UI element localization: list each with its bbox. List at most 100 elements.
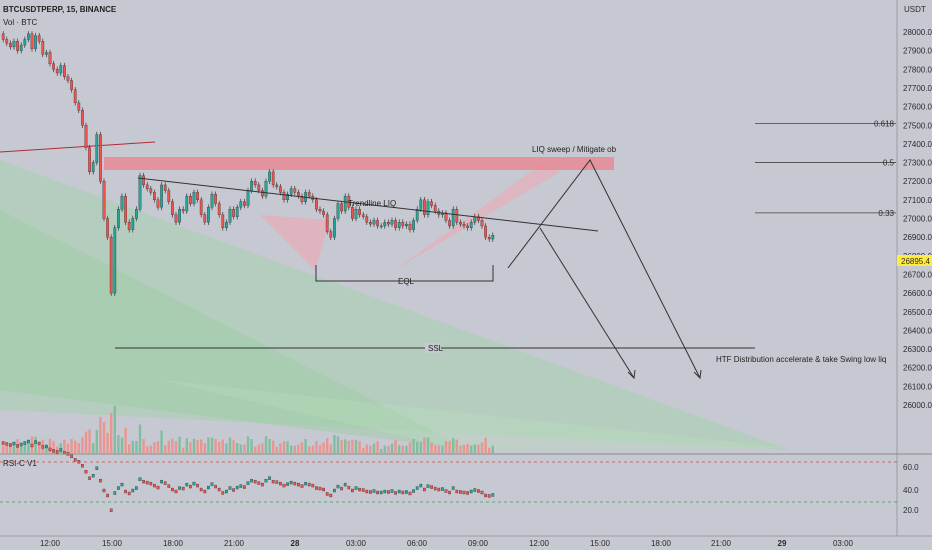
candle-body — [257, 184, 261, 191]
candle-body — [286, 194, 289, 201]
rsi-candle — [322, 487, 325, 492]
time-tick-label: 09:00 — [468, 539, 489, 548]
trendline-liq-label: Trendline LIQ — [348, 199, 396, 208]
rsi-candle — [142, 479, 145, 484]
rsi-candle — [455, 489, 459, 494]
rsi-candle — [127, 491, 131, 496]
candle-body — [329, 231, 333, 238]
rsi-candle — [135, 486, 138, 490]
candle-body — [365, 216, 369, 223]
candle-body — [415, 209, 419, 221]
volume-bar — [164, 445, 167, 453]
candle-body — [426, 201, 430, 215]
rsi-candle — [264, 478, 268, 483]
candle-body — [343, 195, 347, 212]
candle-body — [246, 190, 250, 206]
rsi-candle — [124, 489, 127, 494]
candle-body — [387, 222, 390, 225]
candle-body — [185, 195, 189, 212]
volume-bar — [405, 445, 408, 453]
rsi-candle — [491, 493, 495, 497]
volume-bar — [300, 442, 304, 453]
rsi-candle — [311, 483, 315, 488]
volume-bar — [484, 437, 487, 453]
volume-bar — [470, 445, 473, 453]
fib-levels: 0.618 0.5 0.33 — [755, 119, 896, 218]
volume-bars — [2, 406, 494, 453]
candles — [1, 31, 495, 296]
candle-body — [214, 194, 217, 204]
candle-body — [34, 35, 37, 49]
rsi-candle — [430, 485, 433, 489]
candle-body — [297, 192, 300, 197]
trendline-liq-line — [137, 177, 599, 232]
rsi-candle — [102, 488, 106, 493]
rsi-candle — [73, 458, 77, 462]
rsi-candle — [138, 477, 142, 481]
candle-body — [397, 222, 401, 228]
candle-body — [459, 222, 462, 225]
candle-body — [300, 195, 304, 202]
rsi-candle — [207, 485, 210, 490]
time-axis[interactable]: 12:00 15:00 18:00 21:00 28 03:00 06:00 09:00 12:… — [40, 539, 854, 548]
candle-body — [315, 199, 318, 210]
price-tick-label: 27300.0 — [903, 159, 932, 168]
rsi-candle — [34, 440, 37, 444]
rsi-candle — [228, 486, 232, 490]
rsi-candle — [120, 482, 124, 487]
volume-bar — [412, 439, 415, 453]
candle-body — [336, 203, 340, 219]
volume-bar — [279, 443, 282, 453]
volume-bar — [254, 446, 257, 453]
candle-body — [282, 192, 286, 200]
volume-bar — [408, 442, 412, 453]
last-price-label: 26895.4 — [901, 257, 930, 266]
volume-bar — [426, 437, 430, 453]
green-zone-inner — [0, 210, 470, 450]
candle-body — [127, 222, 131, 230]
volume-bar — [246, 436, 250, 453]
volume-bar — [297, 444, 300, 453]
volume-bar — [146, 446, 149, 453]
candle-body — [181, 209, 185, 212]
volume-bar — [59, 443, 62, 453]
rsi-candle — [145, 480, 149, 485]
rsi-candle — [232, 488, 235, 492]
volume-bar — [171, 438, 174, 453]
rsi-candle — [365, 489, 369, 494]
volume-bar — [210, 437, 214, 453]
candle-body — [383, 222, 387, 227]
rsi-candle — [268, 476, 271, 480]
volume-bar — [430, 442, 433, 453]
volume-bar — [473, 444, 476, 453]
rsi-candle — [1, 441, 5, 445]
price-axis[interactable]: 28000.0 27900.0 27800.0 27700.0 27600.0 27500… — [903, 28, 932, 410]
candle-body — [268, 171, 271, 182]
volume-bar — [192, 438, 196, 453]
rsi-candle — [149, 481, 153, 486]
rsi-candle — [426, 484, 430, 488]
volume-bar — [477, 444, 480, 453]
rsi-candle — [246, 481, 250, 485]
candle-body — [1, 33, 5, 40]
volume-bar — [135, 441, 138, 453]
rsi-candle — [343, 482, 347, 487]
rsi-candle — [178, 486, 181, 490]
symbol-title: BTCUSDTPERP, 15, BINANCE — [3, 5, 117, 14]
volume-bar — [225, 443, 228, 453]
rsi-candle — [52, 449, 55, 453]
candle-body — [199, 199, 203, 215]
volume-bar — [48, 438, 52, 453]
rsi-candle — [163, 481, 167, 485]
candle-body — [59, 65, 63, 74]
rsi-candle — [109, 508, 113, 512]
volume-bar — [52, 441, 55, 453]
time-tick-label: 06:00 — [407, 539, 428, 548]
volume-bar — [376, 441, 379, 453]
rsi-candle — [433, 486, 437, 491]
price-tick-label: 26500.0 — [903, 308, 932, 317]
candle-body — [433, 205, 437, 212]
rsi-candle — [351, 488, 354, 493]
time-tick-label: 29 — [778, 539, 787, 548]
